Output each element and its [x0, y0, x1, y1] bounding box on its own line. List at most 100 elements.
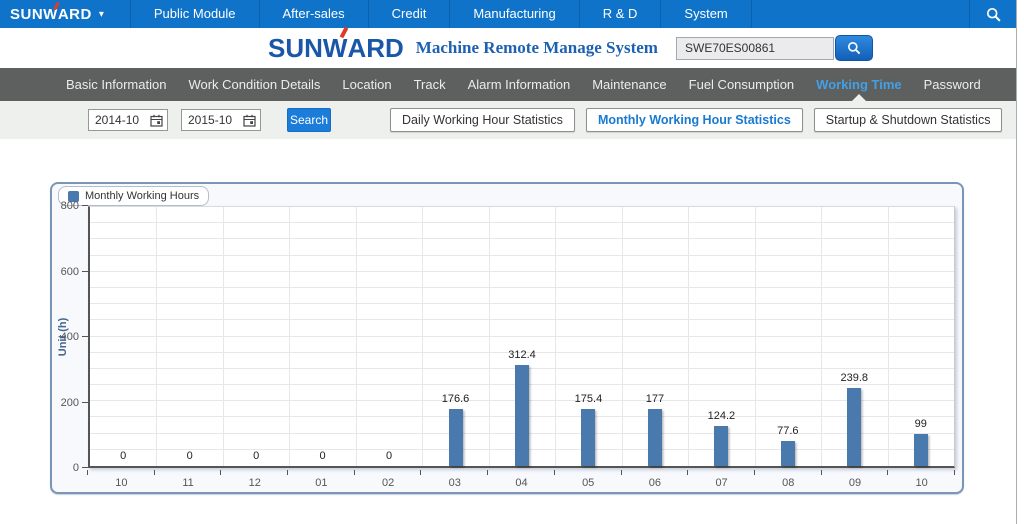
- date-from-value: 2014-10: [89, 113, 150, 127]
- bar-value-label: 0: [120, 450, 126, 462]
- y-tick-label: 0: [73, 462, 79, 474]
- bar-value-label: 177: [646, 393, 664, 405]
- category-slot: 312.4: [489, 207, 555, 466]
- tab-startup-shutdown-statistics[interactable]: Startup & Shutdown Statistics: [814, 108, 1003, 132]
- x-tick-label: 01: [288, 477, 355, 489]
- app-title: Machine Remote Manage System: [416, 38, 658, 58]
- tab-alarm-information[interactable]: Alarm Information: [457, 68, 582, 101]
- tab-basic-information[interactable]: Basic Information: [55, 68, 177, 101]
- date-from-field[interactable]: 2014-10: [88, 109, 168, 131]
- page: SUNWARD ▾ Public Module After-sales Cred…: [0, 0, 1024, 524]
- tab-location[interactable]: Location: [331, 68, 402, 101]
- bar-06[interactable]: [648, 409, 662, 466]
- bar-05[interactable]: [581, 409, 595, 466]
- category-slot: 0: [156, 207, 222, 466]
- search-icon[interactable]: [970, 0, 1016, 28]
- tab-monthly-working-hour-statistics[interactable]: Monthly Working Hour Statistics: [586, 108, 803, 132]
- category-slot: 0: [90, 207, 156, 466]
- tab-daily-working-hour-statistics[interactable]: Daily Working Hour Statistics: [390, 108, 575, 132]
- x-tick-label: 07: [688, 477, 755, 489]
- category-slot: 99: [888, 207, 954, 466]
- x-tick-label: 09: [822, 477, 889, 489]
- x-tick-label: 08: [755, 477, 822, 489]
- top-nav-item-public-module[interactable]: Public Module: [130, 0, 260, 28]
- bar-value-label: 175.4: [575, 393, 603, 405]
- bar-value-label: 77.6: [777, 425, 798, 437]
- x-tick-label: 10: [888, 477, 955, 489]
- top-menu: Public Module After-sales Credit Manufac…: [130, 0, 752, 28]
- monthly-working-hours-chart: Monthly Working Hours Unit (h) 020040060…: [50, 182, 964, 494]
- bar-04[interactable]: [515, 365, 529, 466]
- y-tick-label: 400: [61, 331, 79, 343]
- bar-value-label: 0: [253, 450, 259, 462]
- date-to-value: 2015-10: [182, 113, 243, 127]
- x-tick-mark: [887, 470, 888, 475]
- x-tick-label: 06: [622, 477, 689, 489]
- calendar-icon[interactable]: [243, 114, 256, 127]
- x-tick-label: 12: [221, 477, 288, 489]
- bar-08[interactable]: [781, 441, 795, 466]
- tab-working-time[interactable]: Working Time: [805, 68, 912, 101]
- page-edge-divider: [1016, 0, 1017, 524]
- bar-value-label: 0: [320, 450, 326, 462]
- legend-label: Monthly Working Hours: [85, 190, 199, 202]
- x-tick-label: 03: [421, 477, 488, 489]
- calendar-icon[interactable]: [150, 114, 163, 127]
- bar-value-label: 0: [187, 450, 193, 462]
- bar-10[interactable]: [914, 434, 928, 466]
- category-slot: 0: [223, 207, 289, 466]
- sunward-logo-topbar[interactable]: SUNWARD ▾: [10, 6, 104, 23]
- y-tick-label: 200: [61, 397, 79, 409]
- plot-area: 00000176.6312.4175.4177124.277.6239.899: [88, 206, 955, 468]
- date-to-field[interactable]: 2015-10: [181, 109, 261, 131]
- x-tick-label: 11: [155, 477, 222, 489]
- category-slot: 0: [356, 207, 422, 466]
- tab-work-condition-details[interactable]: Work Condition Details: [177, 68, 331, 101]
- top-nav-item-after-sales[interactable]: After-sales: [260, 0, 369, 28]
- bar-value-label: 0: [386, 450, 392, 462]
- bar-value-label: 239.8: [841, 372, 869, 384]
- x-tick-mark: [220, 470, 221, 475]
- bar-09[interactable]: [847, 388, 861, 466]
- bar-07[interactable]: [714, 426, 728, 466]
- top-nav-item-system[interactable]: System: [661, 0, 751, 28]
- logo-text: SUNWARD: [10, 6, 92, 23]
- category-slot: 176.6: [422, 207, 488, 466]
- x-tick-mark: [754, 470, 755, 475]
- top-navigation-bar: SUNWARD ▾ Public Module After-sales Cred…: [0, 0, 1016, 28]
- category-slot: 175.4: [555, 207, 621, 466]
- chart-legend[interactable]: Monthly Working Hours: [58, 186, 209, 206]
- statistics-tabs: Daily Working Hour Statistics Monthly Wo…: [390, 108, 1002, 132]
- tab-password[interactable]: Password: [913, 68, 992, 101]
- section-navigation: Basic Information Work Condition Details…: [0, 68, 1016, 101]
- app-header: SUNWARD Machine Remote Manage System: [0, 28, 1016, 68]
- x-axis-labels: 10111201020304050607080910: [88, 477, 955, 490]
- bar-03[interactable]: [449, 409, 463, 466]
- bar-value-label: 99: [915, 418, 927, 430]
- machine-search-group: [676, 35, 873, 61]
- y-axis: 0200400600800: [52, 206, 86, 468]
- x-tick-mark: [954, 470, 955, 475]
- topbar-right: [969, 0, 1016, 28]
- machine-id-input[interactable]: [676, 37, 834, 60]
- tab-track[interactable]: Track: [403, 68, 457, 101]
- category-slot: 0: [289, 207, 355, 466]
- x-tick-mark: [687, 470, 688, 475]
- tab-fuel-consumption[interactable]: Fuel Consumption: [678, 68, 806, 101]
- top-nav-item-rd[interactable]: R & D: [580, 0, 662, 28]
- sunward-logo: SUNWARD: [268, 35, 404, 61]
- top-nav-item-manufacturing[interactable]: Manufacturing: [450, 0, 579, 28]
- x-tick-label: 02: [355, 477, 422, 489]
- y-tick-label: 800: [61, 200, 79, 212]
- x-tick-label: 10: [88, 477, 155, 489]
- category-slot: 177: [622, 207, 688, 466]
- x-tick-mark: [154, 470, 155, 475]
- x-axis-ticks: [88, 470, 955, 476]
- top-nav-item-credit[interactable]: Credit: [369, 0, 451, 28]
- tab-maintenance[interactable]: Maintenance: [581, 68, 677, 101]
- category-slot: 77.6: [755, 207, 821, 466]
- search-button[interactable]: Search: [287, 108, 331, 132]
- x-tick-mark: [621, 470, 622, 475]
- machine-search-button[interactable]: [835, 35, 873, 61]
- x-tick-mark: [821, 470, 822, 475]
